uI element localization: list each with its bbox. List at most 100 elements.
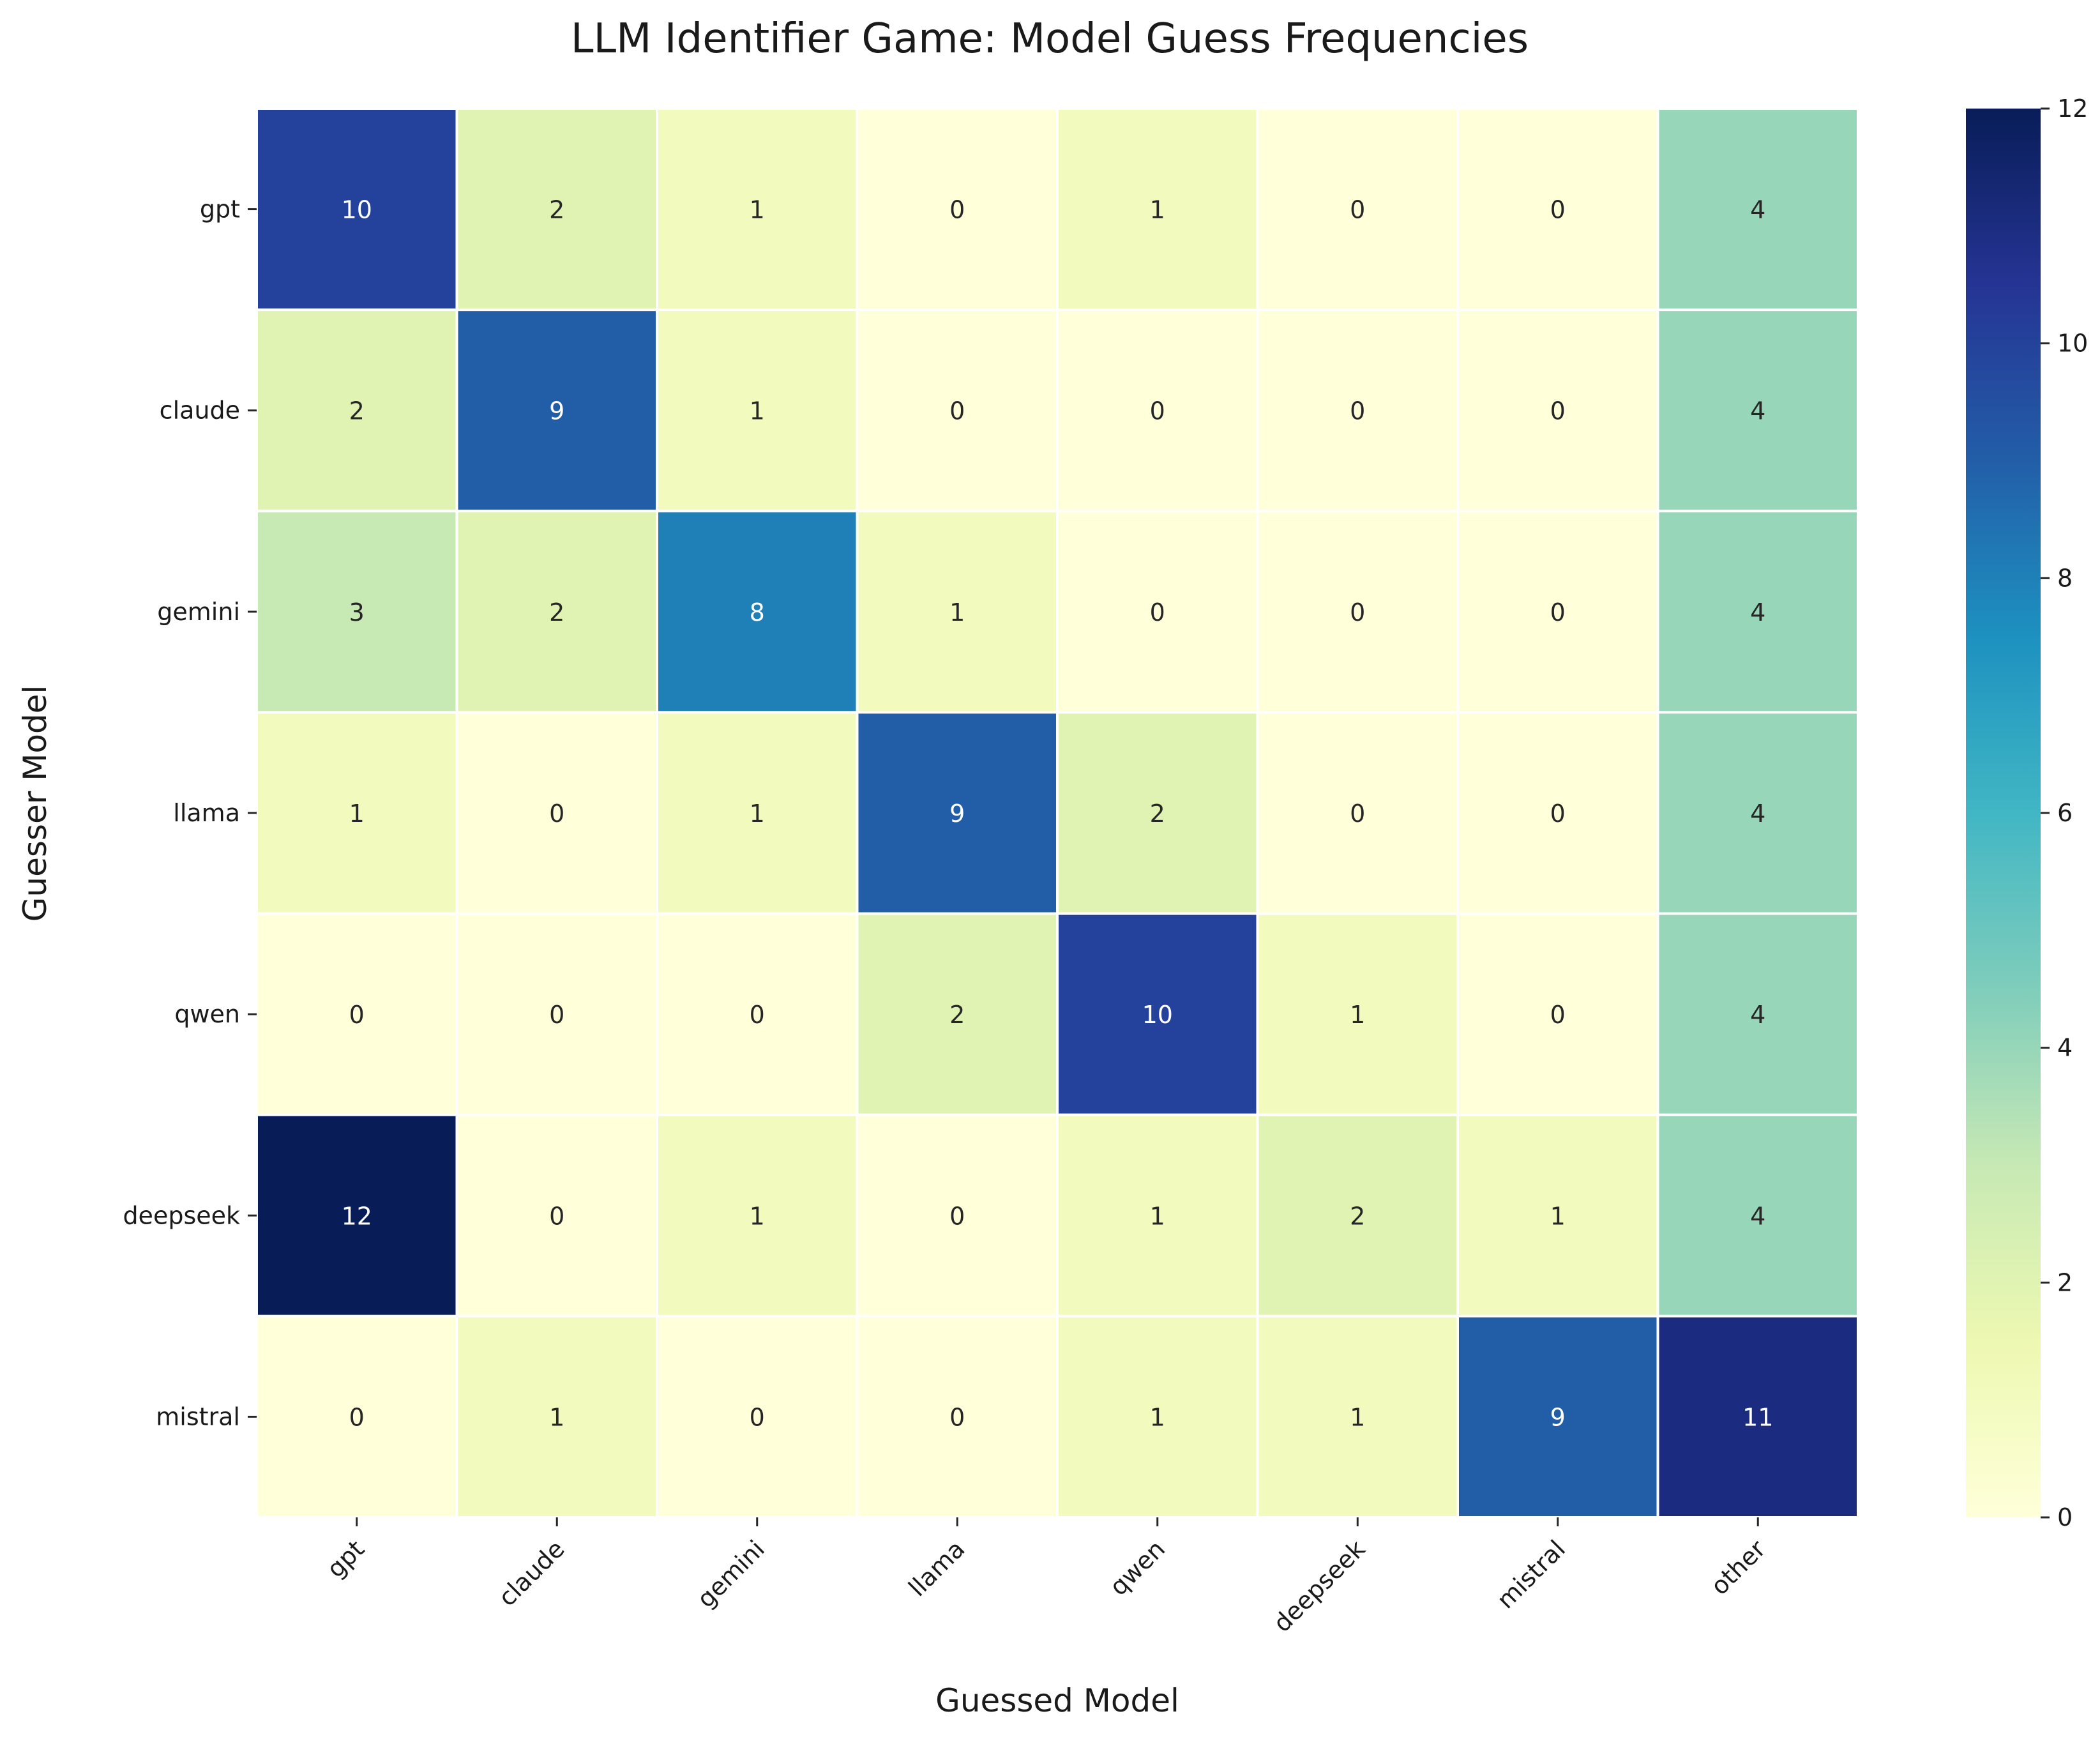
cell-value-label: 0 (949, 196, 965, 224)
cell-value-label: 4 (1750, 397, 1765, 425)
cell-qwen-mistral (1456, 912, 1659, 1116)
cell-value-label: 0 (1350, 397, 1365, 425)
cell-value-label: 0 (349, 1403, 365, 1431)
cell-gpt-qwen (1056, 107, 1259, 312)
cell-llama-mistral (1456, 711, 1659, 915)
y-axis-label: Guesser Model (17, 685, 54, 922)
x-tick-label: llama (903, 1535, 970, 1602)
cell-value-label: 1 (750, 1202, 765, 1230)
cell-value-label: 9 (949, 800, 965, 828)
cell-gpt-gemini (656, 107, 859, 312)
colorbar-tick-label: 2 (2057, 1268, 2073, 1296)
cell-value-label: 0 (949, 1403, 965, 1431)
cell-mistral-gpt (255, 1314, 458, 1519)
cell-value-label: 10 (342, 196, 372, 224)
cell-qwen-other (1656, 912, 1859, 1116)
cell-deepseek-deepseek (1256, 1113, 1459, 1317)
cell-mistral-mistral (1456, 1314, 1659, 1519)
cell-value-label: 0 (1150, 397, 1165, 425)
cell-gemini-qwen (1056, 510, 1259, 714)
cell-value-label: 2 (349, 397, 365, 425)
cell-claude-other (1656, 308, 1859, 513)
cell-value-label: 0 (349, 1001, 365, 1029)
chart-title: LLM Identifier Game: Model Guess Frequen… (571, 15, 1529, 63)
cell-value-label: 0 (750, 1403, 765, 1431)
cell-gpt-other (1656, 107, 1859, 312)
cell-gpt-claude (455, 107, 658, 312)
y-tick-label: llama (173, 799, 240, 827)
x-axis-ticks: gpt claude gemini llama qwen deepseek mistral o… (321, 1517, 1771, 1637)
cell-qwen-qwen (1056, 912, 1259, 1116)
cell-value-label: 1 (1350, 1001, 1365, 1029)
cell-value-label: 9 (549, 397, 564, 425)
cell-value-label: 1 (1150, 1403, 1165, 1431)
cell-annotations: 10 2 1 0 1 0 0 42 9 1 0 0 0 0 43 2 8 1 0 0 0 41 0 1 9 2 0 0 40 0 0 2 10 1… (342, 196, 1774, 1432)
cell-value-label: 11 (1742, 1403, 1773, 1431)
cell-value-label: 1 (1150, 196, 1165, 224)
cell-gpt-deepseek (1256, 107, 1459, 312)
x-tick-label: deepseek (1268, 1535, 1371, 1637)
colorbar-tick-label: 8 (2057, 564, 2073, 592)
cell-mistral-claude (455, 1314, 658, 1519)
cell-value-label: 12 (342, 1202, 372, 1230)
cell-value-label: 0 (949, 1202, 965, 1230)
cell-value-label: 1 (549, 1403, 564, 1431)
cell-deepseek-mistral (1456, 1113, 1659, 1317)
cell-claude-qwen (1056, 308, 1259, 513)
cell-gpt-llama (856, 107, 1059, 312)
cell-value-label: 4 (1750, 1001, 1765, 1029)
cell-value-label: 0 (949, 397, 965, 425)
heatmap-cells (255, 107, 1859, 1519)
cell-value-label: 8 (750, 598, 765, 626)
cell-value-label: 2 (949, 1001, 965, 1029)
colorbar-tick-label: 0 (2057, 1503, 2073, 1531)
cell-mistral-other (1656, 1314, 1859, 1519)
cell-deepseek-other (1656, 1113, 1859, 1317)
cell-value-label: 0 (1550, 196, 1566, 224)
cell-value-label: 2 (549, 598, 564, 626)
cell-value-label: 2 (1150, 800, 1165, 828)
cell-value-label: 0 (1550, 1001, 1566, 1029)
cell-mistral-qwen (1056, 1314, 1259, 1519)
cell-gemini-deepseek (1256, 510, 1459, 714)
cell-gemini-mistral (1456, 510, 1659, 714)
cell-deepseek-qwen (1056, 1113, 1259, 1317)
cell-llama-qwen (1056, 711, 1259, 915)
cell-value-label: 4 (1750, 196, 1765, 224)
cell-value-label: 2 (549, 196, 564, 224)
cell-value-label: 0 (1550, 598, 1566, 626)
y-tick-label: mistral (156, 1402, 240, 1431)
colorbar-tick-label: 12 (2057, 95, 2088, 123)
cell-llama-gpt (255, 711, 458, 915)
cell-qwen-deepseek (1256, 912, 1459, 1116)
x-tick-label: other (1705, 1535, 1771, 1600)
cell-value-label: 1 (1150, 1202, 1165, 1230)
x-axis-label: Guessed Model (935, 1682, 1179, 1719)
y-tick-label: gemini (157, 598, 240, 626)
cell-claude-deepseek (1256, 308, 1459, 513)
cell-claude-llama (856, 308, 1059, 513)
cell-value-label: 1 (1550, 1202, 1566, 1230)
cell-qwen-gemini (656, 912, 859, 1116)
colorbar-gradient (1966, 109, 2041, 1517)
cell-value-label: 0 (1150, 598, 1165, 626)
cell-value-label: 1 (349, 800, 365, 828)
cell-value-label: 10 (1142, 1001, 1173, 1029)
colorbar-tick-label: 4 (2057, 1034, 2073, 1062)
x-tick-label: qwen (1104, 1535, 1170, 1601)
cell-gemini-other (1656, 510, 1859, 714)
cell-mistral-deepseek (1256, 1314, 1459, 1519)
y-tick-label: qwen (174, 1000, 240, 1028)
cell-gemini-llama (856, 510, 1059, 714)
x-tick-label: gpt (321, 1535, 370, 1583)
cell-value-label: 1 (750, 800, 765, 828)
colorbar-tick-label: 10 (2057, 330, 2088, 358)
colorbar-ticks: 0 2 4 6 8 10 12 (2041, 95, 2088, 1531)
cell-gemini-claude (455, 510, 658, 714)
cell-gpt-gpt (255, 107, 458, 312)
cell-deepseek-gemini (656, 1113, 859, 1317)
colorbar: 0 2 4 6 8 10 12 (1966, 95, 2088, 1531)
cell-value-label: 4 (1750, 1202, 1765, 1230)
cell-value-label: 0 (1550, 800, 1566, 828)
